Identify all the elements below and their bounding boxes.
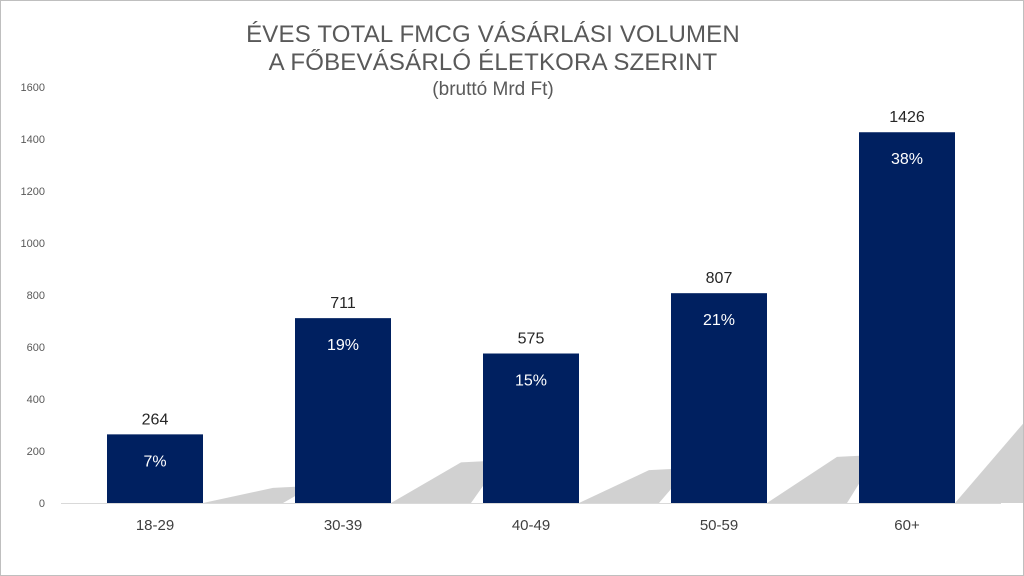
- percent-label: 21%: [703, 312, 735, 329]
- value-label: 711: [330, 295, 356, 312]
- percent-label: 38%: [891, 151, 923, 168]
- y-tick-label: 0: [39, 498, 45, 510]
- chart-title: ÉVES TOTAL FMCG VÁSÁRLÁSI VOLUMEN A FŐBE…: [1, 21, 985, 77]
- value-label: 807: [706, 270, 733, 287]
- bar: [295, 318, 391, 503]
- x-tick-label: 50-59: [700, 517, 738, 534]
- chart-title-line-2: A FŐBEVÁSÁRLÓ ÉLETKORA SZERINT: [268, 49, 718, 76]
- x-tick-label: 40-49: [512, 517, 550, 534]
- bar: [671, 293, 767, 503]
- y-tick-label: 1400: [21, 134, 45, 146]
- bar-shadow: [767, 454, 877, 503]
- chart-subtitle: (bruttó Mrd Ft): [432, 79, 554, 100]
- bar-shadow: [203, 485, 313, 503]
- bar: [107, 434, 203, 503]
- bar-shadow: [391, 460, 501, 503]
- value-label: 1426: [889, 109, 925, 126]
- x-tick-label: 60+: [894, 517, 920, 534]
- y-tick-label: 200: [27, 446, 45, 458]
- y-tick-label: 800: [27, 290, 45, 302]
- percent-label: 15%: [515, 373, 547, 390]
- y-tick-label: 400: [27, 394, 45, 406]
- y-tick-label: 1600: [21, 82, 45, 94]
- chart-title-line-1: ÉVES TOTAL FMCG VÁSÁRLÁSI VOLUMEN: [246, 21, 740, 48]
- bar-shadow: [579, 468, 689, 503]
- value-label: 575: [518, 331, 545, 348]
- y-tick-label: 600: [27, 342, 45, 354]
- percent-label: 7%: [143, 453, 166, 470]
- x-tick-label: 30-39: [324, 517, 362, 534]
- y-tick-label: 1200: [21, 186, 45, 198]
- value-label: 264: [142, 411, 169, 428]
- percent-label: 19%: [327, 337, 359, 354]
- y-tick-label: 1000: [21, 238, 45, 250]
- bar-shadow: [955, 423, 1023, 503]
- x-tick-label: 18-29: [136, 517, 174, 534]
- bar: [483, 353, 579, 503]
- bar: [859, 132, 955, 504]
